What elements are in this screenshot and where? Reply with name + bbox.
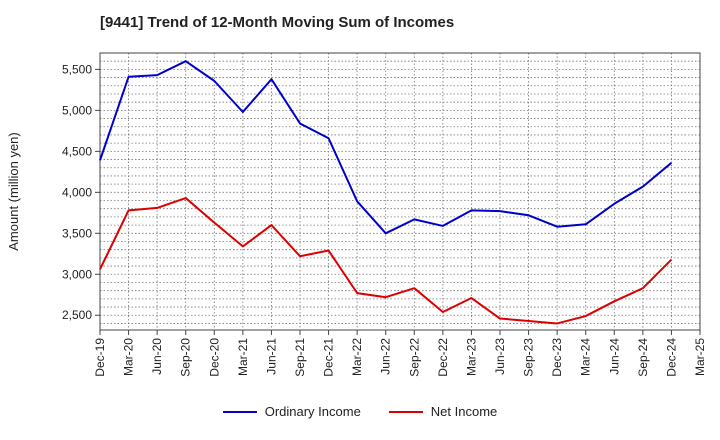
legend-item-ordinary-income: Ordinary Income	[222, 404, 361, 419]
series-line-ordinary-income	[99, 60, 673, 235]
x-tick-label: Mar-20	[122, 338, 136, 376]
y-axis-label: Amount (million yen)	[6, 132, 21, 251]
legend-swatch-ordinary-income	[222, 410, 257, 413]
x-tick-label: Dec-21	[322, 338, 336, 377]
x-tick-label: Sep-20	[179, 338, 193, 377]
x-tick-label: Sep-21	[293, 338, 307, 377]
x-tick-label: Mar-25	[693, 338, 707, 376]
y-tick-label: 5,000	[62, 103, 92, 117]
y-tick-label: 4,500	[62, 144, 92, 158]
y-tick-label: 5,500	[62, 62, 92, 76]
x-tick-label: Dec-19	[93, 338, 107, 377]
x-tick-label: Sep-22	[407, 338, 421, 377]
y-tick-label: 3,000	[62, 267, 92, 281]
x-tick-label: Jun-23	[493, 338, 507, 375]
x-tick-label: Mar-24	[579, 338, 593, 376]
legend-item-net-income: Net Income	[388, 404, 498, 419]
x-tick-label: Mar-21	[236, 338, 250, 376]
legend-label-net-income: Net Income	[430, 404, 498, 419]
x-tick-label: Jun-21	[264, 338, 278, 375]
chart-legend: Ordinary Income Net Income	[0, 404, 720, 419]
x-tick-label: Dec-20	[207, 338, 221, 377]
x-tick-label: Sep-24	[636, 338, 650, 377]
x-tick-label: Dec-23	[550, 338, 564, 377]
series-line-net-income	[99, 197, 673, 325]
plot-frame	[99, 52, 701, 331]
legend-swatch-net-income	[388, 410, 423, 413]
x-tick-label: Jun-22	[379, 338, 393, 375]
x-tick-label: Dec-22	[436, 338, 450, 377]
x-tick-label: Jun-20	[150, 338, 164, 375]
x-tick-label: Mar-22	[350, 338, 364, 376]
x-tick-label: Mar-23	[464, 338, 478, 376]
x-tick-label: Dec-24	[664, 338, 678, 377]
x-tick-label: Jun-24	[607, 338, 621, 375]
y-tick-label: 3,500	[62, 226, 92, 240]
chart-title: [9441] Trend of 12-Month Moving Sum of I…	[100, 14, 455, 31]
x-tick-label: Sep-23	[522, 338, 536, 377]
legend-label-ordinary-income: Ordinary Income	[264, 404, 361, 419]
y-tick-label: 2,500	[62, 308, 92, 322]
y-tick-label: 4,000	[62, 185, 92, 199]
plot-area	[100, 53, 700, 330]
